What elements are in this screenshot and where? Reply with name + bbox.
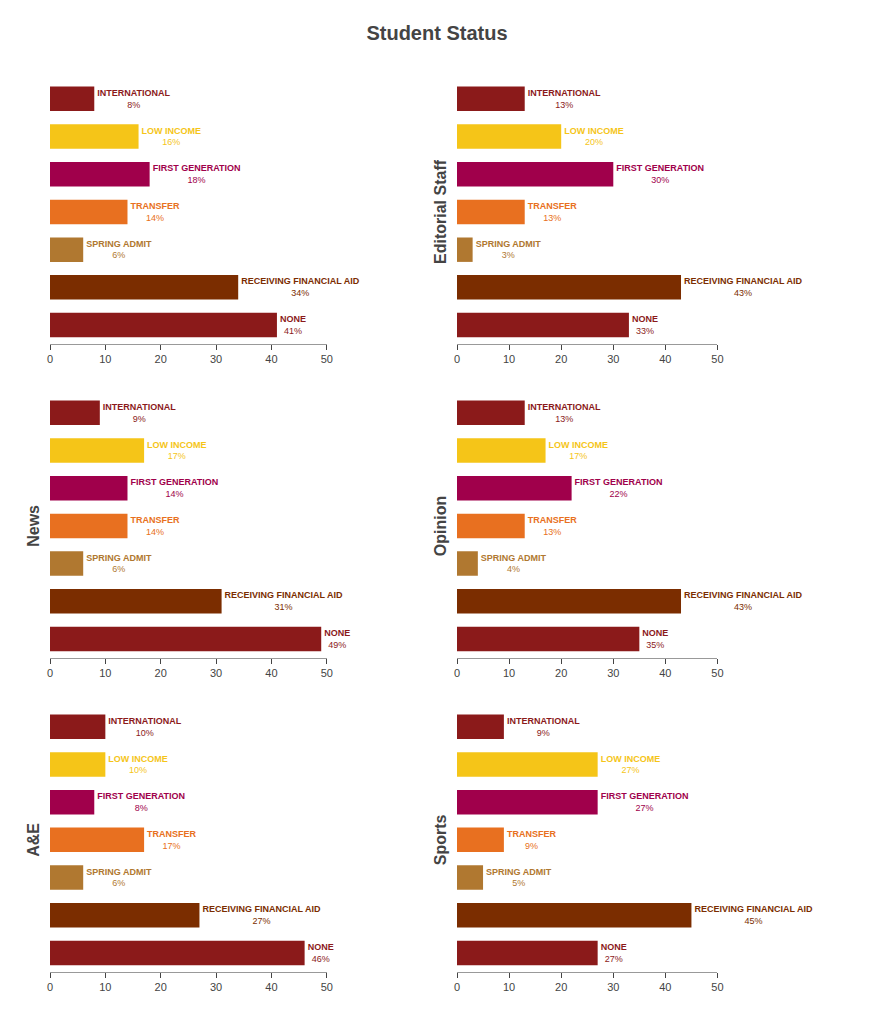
svg-text:10: 10 [99, 353, 111, 365]
svg-text:20: 20 [555, 981, 567, 993]
svg-text:0: 0 [47, 981, 53, 993]
svg-text:FIRST GENERATION30%: FIRST GENERATION30% [616, 163, 704, 185]
svg-text:LOW INCOME20%: LOW INCOME20% [564, 126, 624, 148]
svg-text:FIRST GENERATION18%: FIRST GENERATION18% [153, 163, 241, 185]
svg-text:50: 50 [321, 981, 333, 993]
svg-text:SPRING ADMIT6%: SPRING ADMIT6% [86, 239, 152, 261]
svg-text:Sports: Sports [432, 814, 449, 865]
svg-text:FIRST GENERATION27%: FIRST GENERATION27% [601, 791, 689, 813]
svg-text:30: 30 [210, 667, 222, 679]
svg-text:0: 0 [454, 667, 460, 679]
svg-text:TRANSFER9%: TRANSFER9% [507, 829, 556, 851]
svg-text:RECEIVING FINANCIAL AID27%: RECEIVING FINANCIAL AID27% [202, 904, 321, 926]
svg-text:RECEIVING FINANCIAL AID43%: RECEIVING FINANCIAL AID43% [684, 276, 803, 298]
svg-text:SPRING ADMIT6%: SPRING ADMIT6% [86, 553, 152, 575]
svg-text:INTERNATIONAL8%: INTERNATIONAL8% [97, 88, 170, 110]
svg-text:LOW INCOME16%: LOW INCOME16% [142, 126, 202, 148]
svg-text:Editorial Staff: Editorial Staff [432, 159, 449, 264]
svg-text:40: 40 [265, 667, 277, 679]
svg-text:INTERNATIONAL10%: INTERNATIONAL10% [108, 716, 181, 738]
svg-text:TRANSFER13%: TRANSFER13% [528, 201, 577, 223]
svg-text:RECEIVING FINANCIAL AID31%: RECEIVING FINANCIAL AID31% [225, 590, 344, 612]
svg-text:SPRING ADMIT6%: SPRING ADMIT6% [86, 867, 152, 889]
svg-text:News: News [25, 505, 42, 547]
svg-text:0: 0 [454, 353, 460, 365]
svg-text:TRANSFER17%: TRANSFER17% [147, 829, 196, 851]
svg-text:NONE49%: NONE49% [324, 628, 350, 650]
svg-text:10: 10 [99, 667, 111, 679]
svg-text:LOW INCOME17%: LOW INCOME17% [549, 440, 609, 462]
svg-text:NONE46%: NONE46% [308, 942, 334, 964]
svg-text:20: 20 [155, 667, 167, 679]
svg-text:50: 50 [711, 353, 723, 365]
svg-text:RECEIVING FINANCIAL AID34%: RECEIVING FINANCIAL AID34% [241, 276, 360, 298]
svg-text:INTERNATIONAL9%: INTERNATIONAL9% [103, 402, 176, 424]
svg-text:Opinion: Opinion [432, 496, 449, 556]
svg-text:TRANSFER14%: TRANSFER14% [130, 515, 179, 537]
svg-text:20: 20 [555, 667, 567, 679]
svg-text:50: 50 [711, 667, 723, 679]
svg-text:SPRING ADMIT5%: SPRING ADMIT5% [486, 867, 552, 889]
svg-text:10: 10 [99, 981, 111, 993]
svg-text:40: 40 [659, 981, 671, 993]
svg-text:50: 50 [321, 353, 333, 365]
svg-text:TRANSFER13%: TRANSFER13% [528, 515, 577, 537]
svg-text:NONE41%: NONE41% [280, 314, 306, 336]
svg-text:30: 30 [607, 667, 619, 679]
svg-text:30: 30 [210, 981, 222, 993]
svg-text:FIRST GENERATION22%: FIRST GENERATION22% [575, 477, 663, 499]
svg-text:NONE27%: NONE27% [601, 942, 627, 964]
svg-text:LOW INCOME10%: LOW INCOME10% [108, 754, 168, 776]
svg-text:10: 10 [503, 981, 515, 993]
svg-text:INTERNATIONAL13%: INTERNATIONAL13% [528, 88, 601, 110]
svg-text:10: 10 [503, 353, 515, 365]
svg-text:10: 10 [503, 667, 515, 679]
svg-text:50: 50 [711, 981, 723, 993]
svg-text:40: 40 [659, 353, 671, 365]
svg-text:TRANSFER14%: TRANSFER14% [130, 201, 179, 223]
svg-text:A&E: A&E [25, 823, 42, 857]
svg-text:LOW INCOME17%: LOW INCOME17% [147, 440, 207, 462]
svg-text:0: 0 [47, 667, 53, 679]
svg-text:0: 0 [47, 353, 53, 365]
svg-text:30: 30 [210, 353, 222, 365]
svg-text:LOW INCOME27%: LOW INCOME27% [601, 754, 661, 776]
svg-text:40: 40 [659, 667, 671, 679]
svg-text:SPRING ADMIT3%: SPRING ADMIT3% [476, 239, 542, 261]
svg-text:50: 50 [321, 667, 333, 679]
svg-text:NONE35%: NONE35% [642, 628, 668, 650]
svg-text:20: 20 [555, 353, 567, 365]
svg-text:NONE33%: NONE33% [632, 314, 658, 336]
svg-text:20: 20 [155, 981, 167, 993]
svg-text:40: 40 [265, 353, 277, 365]
svg-text:RECEIVING FINANCIAL AID43%: RECEIVING FINANCIAL AID43% [684, 590, 803, 612]
svg-text:20: 20 [155, 353, 167, 365]
svg-text:0: 0 [454, 981, 460, 993]
svg-text:INTERNATIONAL9%: INTERNATIONAL9% [507, 716, 580, 738]
svg-text:RECEIVING FINANCIAL AID45%: RECEIVING FINANCIAL AID45% [694, 904, 813, 926]
svg-text:FIRST GENERATION14%: FIRST GENERATION14% [130, 477, 218, 499]
svg-text:INTERNATIONAL13%: INTERNATIONAL13% [528, 402, 601, 424]
svg-text:30: 30 [607, 981, 619, 993]
svg-text:FIRST GENERATION8%: FIRST GENERATION8% [97, 791, 185, 813]
svg-text:SPRING ADMIT4%: SPRING ADMIT4% [481, 553, 547, 575]
svg-text:30: 30 [607, 353, 619, 365]
svg-text:40: 40 [265, 981, 277, 993]
svg-text:Student Status: Student Status [366, 22, 507, 44]
